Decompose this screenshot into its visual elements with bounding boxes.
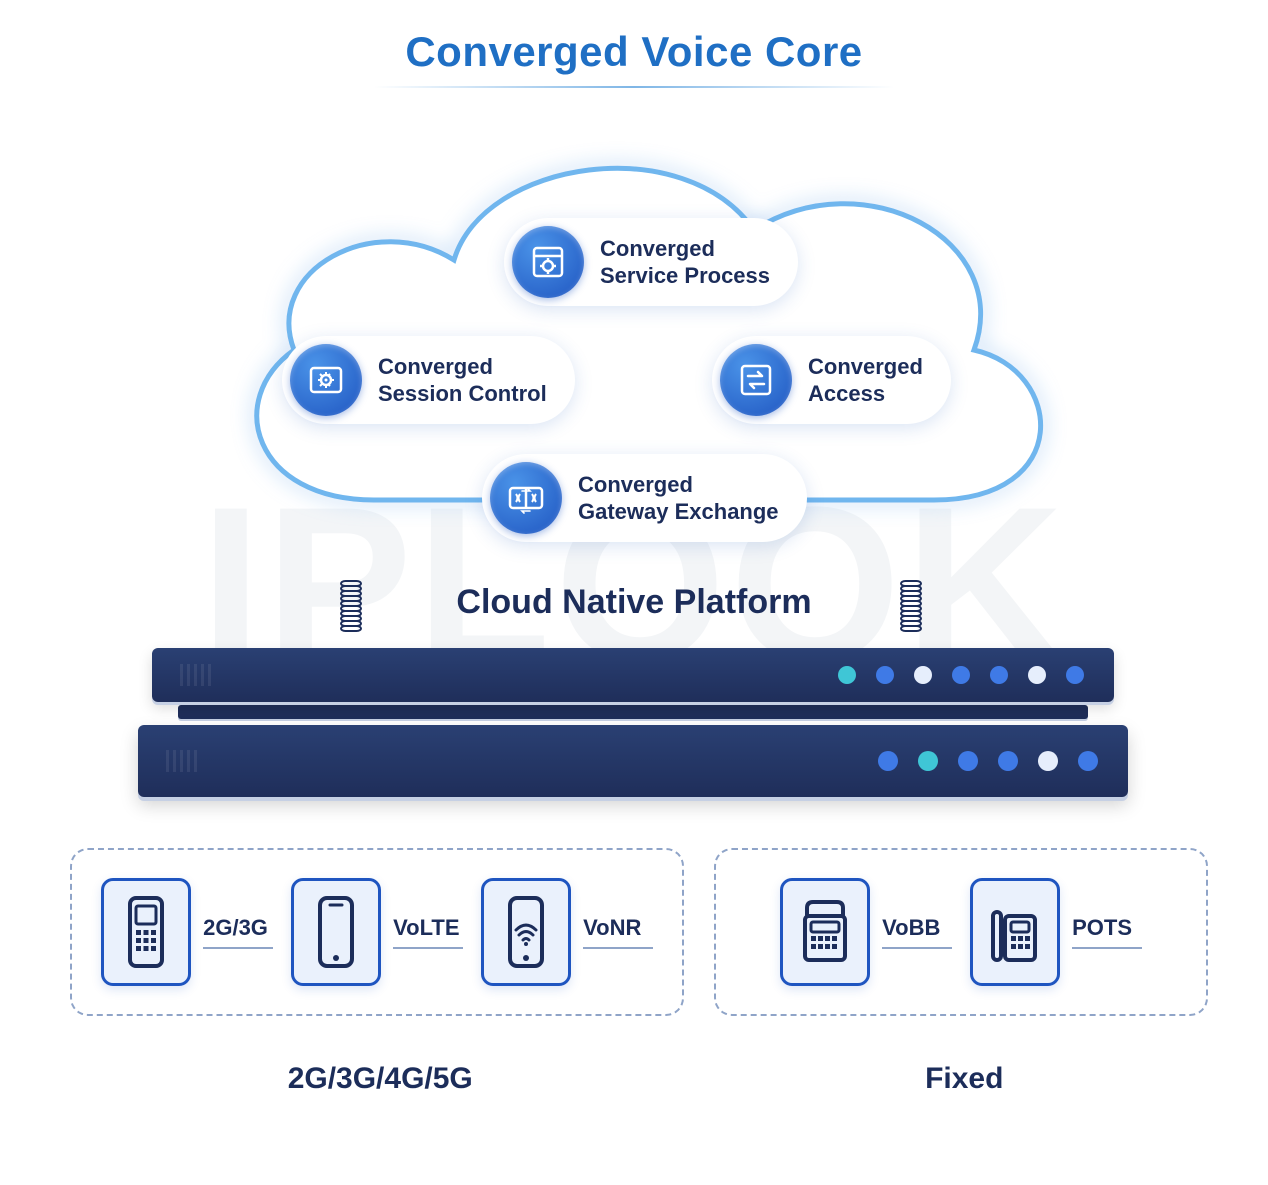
group-captions: 2G/3G/4G/5G Fixed bbox=[70, 1038, 1208, 1096]
pill-label: ConvergedAccess bbox=[808, 353, 923, 408]
server-led bbox=[998, 751, 1018, 771]
server-led bbox=[1028, 666, 1046, 684]
device-2g3g: 2G/3G bbox=[101, 878, 273, 986]
pill-gateway-exchange: ConvergedGateway Exchange bbox=[482, 454, 807, 542]
server-led bbox=[918, 751, 938, 771]
cloud-container: ConvergedService Process ConvergedSession… bbox=[164, 128, 1104, 588]
device-vobb: VoBB bbox=[780, 878, 952, 986]
ip-phone-icon bbox=[780, 878, 870, 986]
platform-label: Cloud Native Platform bbox=[0, 583, 1268, 622]
device-volte: VoLTE bbox=[291, 878, 463, 986]
server-stack bbox=[152, 648, 1114, 797]
server-led bbox=[1078, 751, 1098, 771]
pill-label: ConvergedService Process bbox=[600, 235, 770, 290]
smartphone-icon bbox=[291, 878, 381, 986]
device-label: VoNR bbox=[583, 915, 653, 949]
device-label: VoLTE bbox=[393, 915, 463, 949]
device-label: 2G/3G bbox=[203, 915, 273, 949]
service-process-icon bbox=[512, 226, 584, 298]
page-title: Converged Voice Core bbox=[0, 28, 1268, 76]
session-control-icon bbox=[290, 344, 362, 416]
server-led bbox=[958, 751, 978, 771]
server-top bbox=[152, 648, 1114, 702]
caption-mobile: 2G/3G/4G/5G bbox=[70, 1062, 690, 1096]
server-led bbox=[838, 666, 856, 684]
gateway-exchange-icon bbox=[490, 462, 562, 534]
caption-fixed: Fixed bbox=[720, 1062, 1208, 1096]
server-rail bbox=[152, 705, 1114, 725]
server-led bbox=[876, 666, 894, 684]
device-label: POTS bbox=[1072, 915, 1142, 949]
pill-label: ConvergedGateway Exchange bbox=[578, 471, 779, 526]
feature-phone-icon bbox=[101, 878, 191, 986]
server-led bbox=[914, 666, 932, 684]
pill-label: ConvergedSession Control bbox=[378, 353, 547, 408]
desk-phone-icon bbox=[970, 878, 1060, 986]
group-fixed: VoBB POTS bbox=[714, 848, 1208, 1016]
device-vonr: VoNR bbox=[481, 878, 653, 986]
server-led bbox=[1066, 666, 1084, 684]
server-bottom bbox=[138, 725, 1128, 797]
server-led bbox=[952, 666, 970, 684]
title-underline bbox=[374, 86, 894, 88]
group-mobile: 2G/3G VoLTE VoNR bbox=[70, 848, 684, 1016]
device-pots: POTS bbox=[970, 878, 1142, 986]
pill-session-control: ConvergedSession Control bbox=[282, 336, 575, 424]
smartphone-wifi-icon bbox=[481, 878, 571, 986]
pill-access: ConvergedAccess bbox=[712, 336, 951, 424]
server-led bbox=[1038, 751, 1058, 771]
access-icon bbox=[720, 344, 792, 416]
device-label: VoBB bbox=[882, 915, 952, 949]
pill-service-process: ConvergedService Process bbox=[504, 218, 798, 306]
server-led bbox=[990, 666, 1008, 684]
server-led bbox=[878, 751, 898, 771]
access-groups: 2G/3G VoLTE VoNR VoBB POTS bbox=[70, 848, 1208, 1016]
